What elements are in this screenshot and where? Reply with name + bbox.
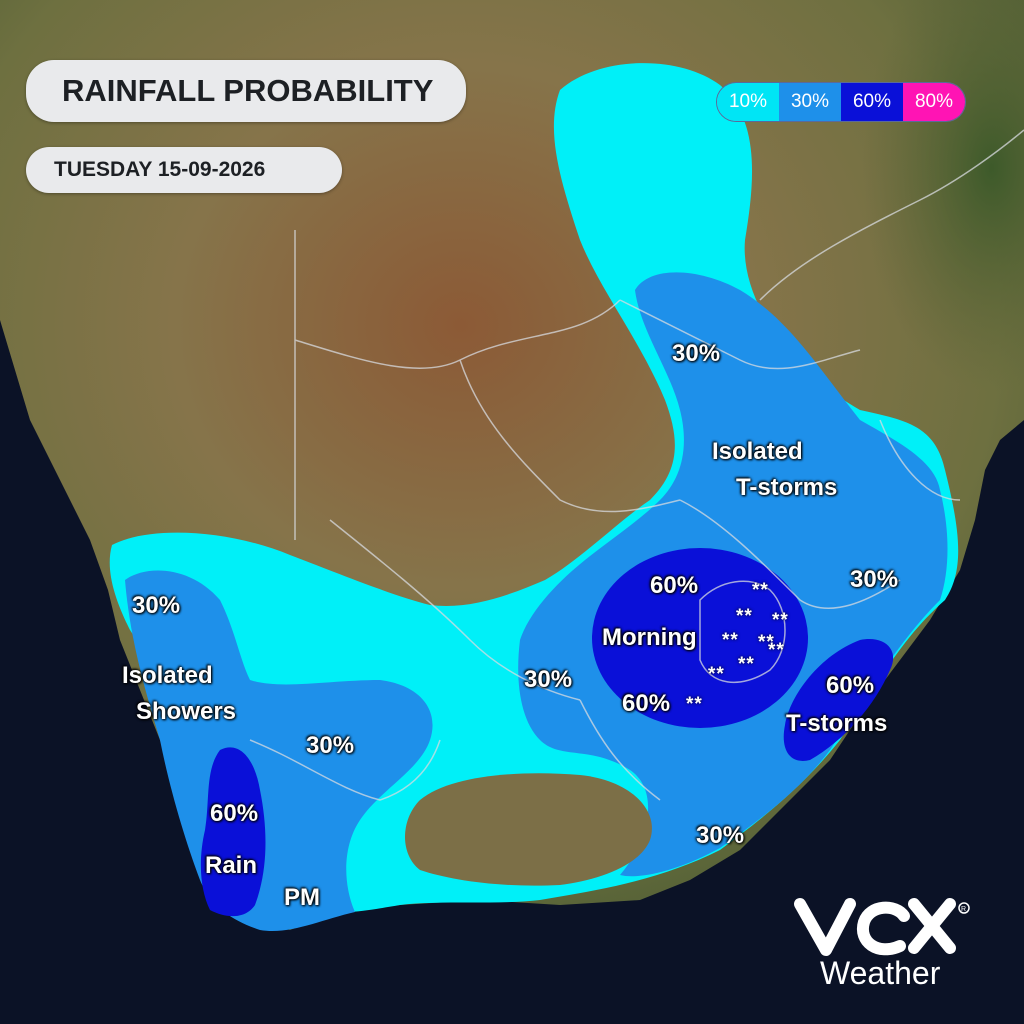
legend-item-60: 60% (841, 83, 903, 121)
label-south-30: 30% (696, 822, 745, 849)
legend-item-10: 10% (717, 83, 779, 121)
label-isolated-tstorms-2: T-storms (736, 474, 838, 501)
label-east-60: 60% (826, 672, 875, 699)
svg-text:R: R (961, 906, 966, 913)
snow-marker: ** (752, 580, 769, 601)
map-title: RAINFALL PROBABILITY (26, 60, 466, 122)
probability-zone-60-east (783, 639, 894, 761)
snow-marker: ** (686, 694, 703, 715)
label-east-30: 30% (850, 566, 899, 593)
snow-marker: ** (738, 654, 755, 675)
legend-item-80: 80% (903, 83, 965, 121)
snow-marker: ** (768, 640, 785, 661)
probability-zone-60-cape (200, 747, 266, 917)
probability-legend: 10% 30% 60% 80% (716, 82, 966, 122)
snow-marker: ** (736, 606, 753, 627)
snow-marker: ** (772, 610, 789, 631)
label-isolated-showers-1: Isolated (122, 662, 213, 689)
label-isolated-tstorms-1: Isolated (712, 438, 803, 465)
label-cape-60: 60% (210, 800, 259, 827)
label-west-30: 30% (132, 592, 181, 619)
label-cape-rain: Rain (205, 852, 258, 879)
label-central-morning: Morning (602, 624, 697, 651)
snow-marker: ** (708, 664, 725, 685)
legend-item-30: 30% (779, 83, 841, 121)
label-southwest-30: 30% (306, 732, 355, 759)
probability-zone-30-west (125, 570, 433, 931)
logo-wordmark: Weather (820, 955, 941, 991)
vox-logo-icon: R (794, 898, 970, 956)
forecast-date: TUESDAY 15-09-2026 (26, 147, 342, 193)
label-central-60-bottom: 60% (622, 690, 671, 717)
borders (249, 129, 1024, 801)
snow-marker: ** (722, 630, 739, 651)
label-north-30: 30% (672, 340, 721, 367)
label-central-60-top: 60% (650, 572, 699, 599)
snow-marker: ** (758, 632, 775, 653)
label-east-tstorms: T-storms (786, 710, 888, 737)
label-cape-pm: PM (284, 884, 320, 911)
label-central-30: 30% (524, 666, 573, 693)
label-isolated-showers-2: Showers (136, 698, 237, 725)
dry-area-south (405, 773, 652, 886)
